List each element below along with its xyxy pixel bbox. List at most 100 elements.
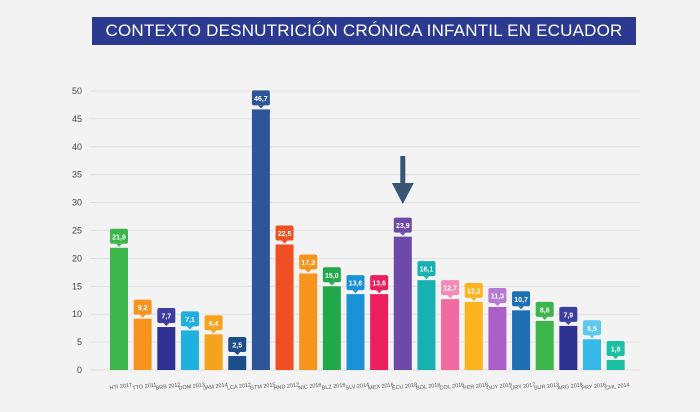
value-label-pointer <box>541 316 548 320</box>
value-label-bubble <box>346 275 365 291</box>
x-tick-label: PRY 2016 <box>581 382 606 391</box>
x-tick-label: SLV 2014 <box>345 382 369 391</box>
x-tick-label: BRB 2012 <box>155 382 181 391</box>
value-label-pointer <box>139 314 146 318</box>
y-tick-label: 20 <box>72 253 82 263</box>
y-tick-label: 5 <box>77 337 82 347</box>
x-tick-label: ECU 2018 <box>392 382 418 391</box>
value-label-bubble <box>251 90 270 106</box>
y-tick-label: 15 <box>72 281 82 291</box>
bar <box>393 236 412 370</box>
x-tick-label: BOL 2016 <box>416 382 441 391</box>
y-tick-label: 35 <box>72 170 82 180</box>
x-tick-label: BLZ 2016 <box>321 382 345 391</box>
bar <box>204 334 223 370</box>
value-label-bubble <box>180 311 199 327</box>
value-label: 7,1 <box>185 317 195 324</box>
x-tick-label: MEX 2016 <box>368 382 394 392</box>
value-label-pointer <box>518 306 525 310</box>
value-label-bubble <box>488 287 507 303</box>
value-label-pointer <box>210 330 217 334</box>
value-label: 13,6 <box>372 281 386 288</box>
value-label: 12,7 <box>443 286 457 293</box>
value-label-pointer <box>612 355 619 359</box>
value-label: 23,9 <box>396 223 410 230</box>
bar <box>322 286 341 370</box>
value-label: 1,8 <box>611 346 621 353</box>
value-label-bubble <box>322 267 341 283</box>
value-label: 15,0 <box>325 273 339 280</box>
value-label-bubble <box>512 291 531 307</box>
y-tick-label: 50 <box>72 86 82 96</box>
value-label-pointer <box>281 240 288 244</box>
value-label: 5,5 <box>587 326 597 333</box>
value-label-bubble <box>393 217 412 233</box>
x-tick-label: TTO 2011 <box>132 382 157 391</box>
y-axis: 0 5 10 15 20 25 30 35 40 45 50 <box>72 86 82 375</box>
value-label: 46,7 <box>254 96 268 103</box>
x-tick-label: CHL 2014 <box>605 382 630 391</box>
bar <box>251 109 270 370</box>
bar <box>417 280 436 370</box>
x-tick-label: JAM 2014 <box>203 382 228 391</box>
bar <box>133 318 152 370</box>
value-label-pointer <box>116 243 122 247</box>
value-label-pointer <box>494 302 501 306</box>
value-label-bubble <box>417 261 436 277</box>
x-tick-label: NIC 2016 <box>298 382 322 391</box>
bar <box>110 247 128 370</box>
bar <box>346 294 365 370</box>
value-label: 13,6 <box>349 281 363 288</box>
y-tick-label: 30 <box>72 198 82 208</box>
value-label: 7,7 <box>161 314 171 321</box>
bar <box>559 325 578 370</box>
value-label-pointer <box>447 295 454 299</box>
value-label-pointer <box>328 282 335 286</box>
value-label-bubble <box>559 306 578 322</box>
bar <box>157 327 176 370</box>
y-tick-label: 40 <box>72 142 82 152</box>
value-label-bubble <box>110 228 128 244</box>
x-tick-label: GUY 2019 <box>486 382 512 392</box>
value-label: 22,5 <box>278 231 292 238</box>
x-tick-label: ARG 2018 <box>557 382 583 392</box>
value-labels: 21,9 9,2 7,7 7,1 6,4 2,5 46,7 22,5 17,3 15,0 13,6 1… <box>110 90 625 359</box>
bars <box>110 109 625 370</box>
value-label-pointer <box>565 321 572 325</box>
value-label-pointer <box>257 105 264 109</box>
value-label-bubble <box>441 280 460 296</box>
value-label: 12,2 <box>467 288 481 295</box>
value-label-pointer <box>470 297 477 301</box>
value-label: 16,1 <box>420 267 434 274</box>
value-label-pointer <box>423 276 430 280</box>
value-label-pointer <box>589 335 595 339</box>
x-tick-label: LCA 2012 <box>227 382 252 391</box>
value-label-pointer <box>376 290 383 294</box>
bar <box>606 359 625 370</box>
bar <box>464 301 483 370</box>
value-label-pointer <box>186 326 193 330</box>
x-tick-label: DOM 2013 <box>178 382 205 392</box>
bar <box>535 320 554 370</box>
value-label: 10,7 <box>514 297 528 304</box>
y-tick-label: 0 <box>77 365 82 375</box>
bar <box>180 330 199 370</box>
value-label-bubble <box>157 308 176 324</box>
value-label-bubble <box>275 225 294 241</box>
value-label: 17,3 <box>301 260 315 267</box>
arrow-shaft <box>400 156 406 186</box>
annotations <box>391 156 414 204</box>
chart-title: CONTEXTO DESNUTRICIÓN CRÓNICA INFANTIL E… <box>92 17 636 45</box>
bar <box>370 294 389 370</box>
value-label-bubble <box>228 337 247 353</box>
value-label-pointer <box>234 352 241 356</box>
y-tick-label: 45 <box>72 114 82 124</box>
value-label-pointer <box>163 323 170 327</box>
value-label-pointer <box>305 269 312 273</box>
value-label-bubble <box>299 254 318 270</box>
value-label-bubble <box>535 301 554 317</box>
value-label-bubble <box>204 315 223 331</box>
value-label: 11,3 <box>491 293 504 300</box>
